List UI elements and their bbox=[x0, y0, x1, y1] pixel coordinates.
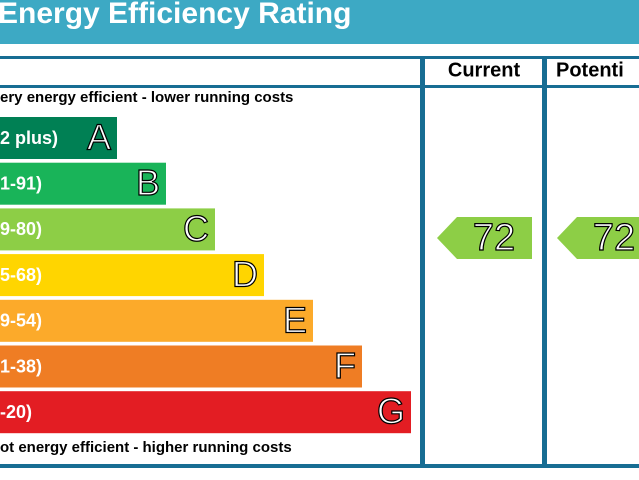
band-range: 5-68) bbox=[0, 265, 42, 285]
border-top bbox=[0, 56, 639, 59]
band-range: 9-80) bbox=[0, 219, 42, 239]
band-range: 1-38) bbox=[0, 356, 42, 376]
band-bar bbox=[0, 345, 362, 388]
band-range: 1-91) bbox=[0, 173, 42, 193]
column-divider bbox=[420, 56, 425, 468]
rating-value: 72 bbox=[473, 217, 515, 259]
band-letter: E bbox=[283, 299, 307, 340]
band-letter: G bbox=[377, 391, 405, 432]
column-header: Current bbox=[448, 59, 521, 81]
band-bar bbox=[0, 299, 313, 342]
band-bar bbox=[0, 162, 166, 205]
rating-value: 72 bbox=[593, 217, 635, 259]
band-bar bbox=[0, 254, 264, 297]
band-bar bbox=[0, 117, 117, 159]
band-letter: F bbox=[334, 345, 356, 386]
band-range: 9-54) bbox=[0, 311, 42, 331]
band-letter: C bbox=[183, 208, 209, 249]
rating-arrow bbox=[557, 217, 639, 259]
rating-arrow bbox=[437, 217, 532, 259]
band-letter: A bbox=[87, 117, 111, 158]
band-range: 2 plus) bbox=[0, 128, 58, 148]
band-range: -20) bbox=[0, 402, 32, 422]
top-note: ery energy efficient - lower running cos… bbox=[0, 89, 293, 106]
band-bar bbox=[0, 391, 411, 434]
band-letter: D bbox=[232, 254, 258, 295]
header-title: Energy Efficiency Rating bbox=[0, 0, 351, 30]
column-divider bbox=[542, 56, 547, 468]
header-bar bbox=[0, 0, 639, 44]
band-letter: B bbox=[136, 162, 160, 203]
border-bottom bbox=[0, 464, 639, 468]
band-bar bbox=[0, 208, 215, 251]
column-header: Potenti bbox=[556, 59, 624, 81]
bottom-note: ot energy efficient - higher running cos… bbox=[0, 439, 292, 456]
border-header bbox=[0, 85, 639, 88]
